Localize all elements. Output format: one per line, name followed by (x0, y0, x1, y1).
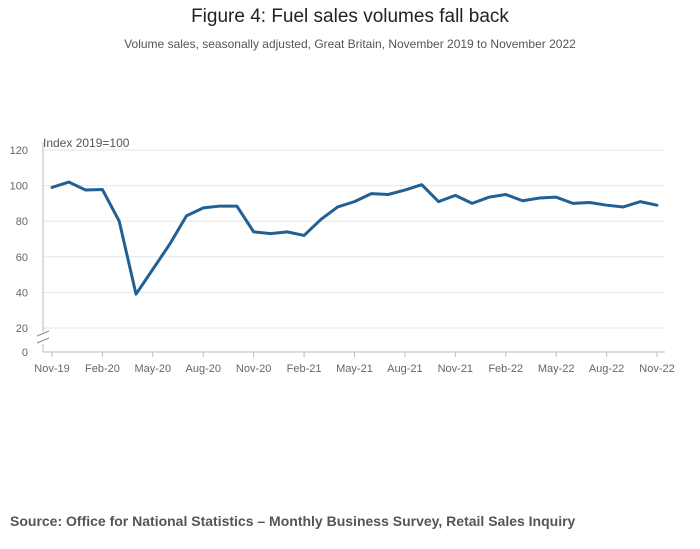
axes: 0 20 40 60 80 100 120 Nov-19 Feb-20 May-20 Aug-20 N… (10, 142, 675, 375)
data-point[interactable] (603, 201, 611, 209)
data-point[interactable] (182, 212, 190, 220)
y-tick-label: 80 (16, 216, 28, 228)
data-point[interactable] (451, 191, 459, 199)
data-point[interactable] (418, 181, 426, 189)
data-point[interactable] (216, 202, 224, 210)
x-tick-label: Aug-22 (589, 363, 624, 375)
x-tick-label: Feb-20 (85, 363, 120, 375)
y-axis-label: Index 2019=100 (43, 136, 130, 150)
data-point[interactable] (519, 197, 527, 205)
y-tick-label: 20 (16, 323, 28, 335)
data-point[interactable] (65, 178, 73, 186)
data-point[interactable] (82, 186, 90, 194)
chart-subtitle: Volume sales, seasonally adjusted, Great… (124, 37, 576, 51)
data-point[interactable] (619, 203, 627, 211)
x-tick-label: Feb-21 (287, 363, 322, 375)
y-tick-label: 60 (16, 252, 28, 264)
data-point[interactable] (552, 193, 560, 201)
x-tick-label: Aug-21 (387, 363, 422, 375)
chart-title: Figure 4: Fuel sales volumes fall back (191, 6, 509, 27)
x-tick-label: Nov-21 (438, 363, 473, 375)
data-point[interactable] (317, 215, 325, 223)
data-point[interactable] (485, 193, 493, 201)
data-point[interactable] (435, 198, 443, 206)
x-tick-label: Nov-19 (34, 363, 69, 375)
x-tick-label: Nov-20 (236, 363, 271, 375)
data-point[interactable] (98, 186, 106, 194)
data-point[interactable] (535, 194, 543, 202)
data-point[interactable] (283, 228, 291, 236)
x-tick-label: Feb-22 (488, 363, 523, 375)
x-tick-label: May-20 (134, 363, 171, 375)
y-tick-label: 40 (16, 287, 28, 299)
data-point[interactable] (351, 198, 359, 206)
data-point[interactable] (266, 230, 274, 238)
y-tick-label: 100 (10, 181, 28, 193)
x-tick-label: May-22 (538, 363, 575, 375)
data-point[interactable] (569, 199, 577, 207)
data-point[interactable] (384, 191, 392, 199)
series-layer (48, 178, 661, 298)
axis-break-icon (36, 330, 50, 344)
data-point[interactable] (653, 201, 661, 209)
data-point[interactable] (401, 186, 409, 194)
x-tick-label: Nov-22 (639, 363, 674, 375)
data-point[interactable] (502, 191, 510, 199)
data-point[interactable] (300, 231, 308, 239)
data-point[interactable] (250, 228, 258, 236)
y-tick-label: 120 (10, 145, 28, 157)
data-point[interactable] (199, 204, 207, 212)
data-point[interactable] (233, 202, 241, 210)
data-point[interactable] (334, 203, 342, 211)
data-point[interactable] (149, 265, 157, 273)
y-tick-label: 0 (22, 347, 28, 359)
series-line (50, 180, 659, 296)
data-point[interactable] (166, 240, 174, 248)
data-point[interactable] (115, 217, 123, 225)
data-point[interactable] (367, 190, 375, 198)
data-point[interactable] (48, 183, 56, 191)
x-tick-label: Aug-20 (186, 363, 221, 375)
data-point[interactable] (132, 290, 140, 298)
gridlines (43, 149, 665, 329)
data-point[interactable] (468, 199, 476, 207)
data-point[interactable] (636, 198, 644, 206)
data-point[interactable] (586, 199, 594, 207)
source-note: Source: Office for National Statistics –… (10, 513, 576, 529)
x-tick-label: May-21 (336, 363, 373, 375)
